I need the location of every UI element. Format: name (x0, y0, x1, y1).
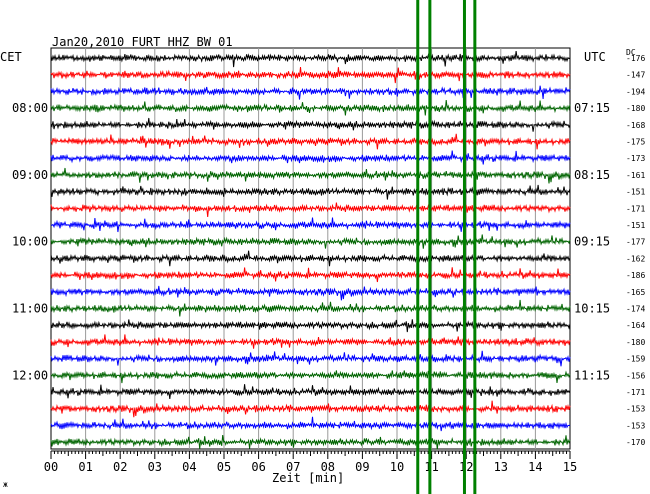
seismic-trace (50, 184, 571, 200)
dc-offset-label: -186 (626, 271, 645, 280)
dc-offset-label: -161 (626, 171, 645, 180)
x-tick-label: 06 (251, 460, 265, 474)
dc-offset-label: -156 (626, 371, 645, 380)
dc-offset-label: -147 (626, 71, 645, 80)
x-tick-label: 01 (78, 460, 92, 474)
seismic-trace (50, 299, 571, 317)
dc-offset-label: -162 (626, 254, 645, 263)
seismic-trace (50, 100, 571, 116)
x-tick-label: 05 (217, 460, 231, 474)
seismic-trace (50, 250, 571, 267)
seismic-trace (50, 400, 571, 418)
dc-offset-label: -170 (626, 438, 645, 447)
seismic-trace (50, 202, 571, 217)
x-tick-label: 15 (563, 460, 577, 474)
x-tick-label: 12 (459, 460, 473, 474)
seismic-trace (50, 285, 571, 301)
right-time-label: 11:15 (574, 368, 610, 382)
seismic-trace (50, 384, 571, 399)
seismic-trace (50, 416, 571, 432)
dc-offset-label: -153 (626, 405, 645, 414)
seismic-trace (50, 51, 571, 68)
seismic-trace (50, 334, 571, 349)
dc-offset-label: -176 (626, 54, 645, 63)
left-timezone-label: CET (0, 50, 22, 64)
x-tick-label: 04 (182, 460, 196, 474)
dc-offset-label: -171 (626, 388, 645, 397)
x-tick-label: 07 (286, 460, 300, 474)
dc-offset-label: -159 (626, 355, 645, 364)
x-tick-label: 02 (113, 460, 127, 474)
dc-offset-label: -168 (626, 121, 645, 130)
left-time-label: 10:00 (12, 235, 48, 249)
dc-offset-label: -174 (626, 305, 645, 314)
left-time-label: 11:00 (12, 302, 48, 316)
dc-offset-label: -164 (626, 321, 645, 330)
x-tick-label: 10 (390, 460, 404, 474)
seismic-trace (50, 133, 571, 150)
dc-offset-label: -151 (626, 221, 645, 230)
x-axis-label: Zeit [min] (272, 471, 345, 485)
right-time-label: 09:15 (574, 235, 610, 249)
seismic-trace (50, 267, 571, 283)
x-tick-label: 00 (44, 460, 58, 474)
x-tick-label: 13 (494, 460, 508, 474)
seismic-trace (50, 66, 571, 84)
dc-offset-label: -171 (626, 204, 645, 213)
dc-offset-label: -151 (626, 188, 645, 197)
dc-offset-header: DC (626, 48, 636, 57)
dc-offset-label: -180 (626, 338, 645, 347)
x-tick-label: 08 (321, 460, 335, 474)
dc-offset-label: -165 (626, 288, 645, 297)
dc-offset-label: -175 (626, 138, 645, 147)
seismic-trace (50, 117, 571, 132)
x-tick-label: 03 (148, 460, 162, 474)
left-time-label: 09:00 (12, 168, 48, 182)
right-time-label: 08:15 (574, 168, 610, 182)
right-time-label: 07:15 (574, 101, 610, 115)
x-tick-label: 14 (528, 460, 542, 474)
seismic-trace (50, 85, 571, 100)
x-tick-label: 11 (424, 460, 438, 474)
corner-mark: ж (3, 480, 8, 489)
x-tick-label: 09 (355, 460, 369, 474)
seismic-trace (50, 234, 571, 249)
right-time-label: 10:15 (574, 302, 610, 316)
dc-offset-label: -153 (626, 421, 645, 430)
right-timezone-label: UTC (584, 50, 606, 64)
seismic-trace (50, 350, 571, 367)
dc-offset-label: -180 (626, 104, 645, 113)
plot-frame (50, 47, 571, 450)
dc-offset-label: -177 (626, 238, 645, 247)
seismic-trace (50, 318, 571, 333)
dc-offset-label: -194 (626, 87, 645, 96)
seismic-trace (50, 150, 571, 165)
left-time-label: 08:00 (12, 101, 48, 115)
dc-offset-label: -173 (626, 154, 645, 163)
left-time-label: 12:00 (12, 368, 48, 382)
chart-title: Jan20,2010 FURT HHZ BW 01 (52, 35, 233, 49)
seismic-trace (50, 167, 571, 184)
seismic-trace (50, 370, 571, 384)
seismic-trace (50, 217, 571, 233)
seismic-trace (50, 435, 571, 450)
